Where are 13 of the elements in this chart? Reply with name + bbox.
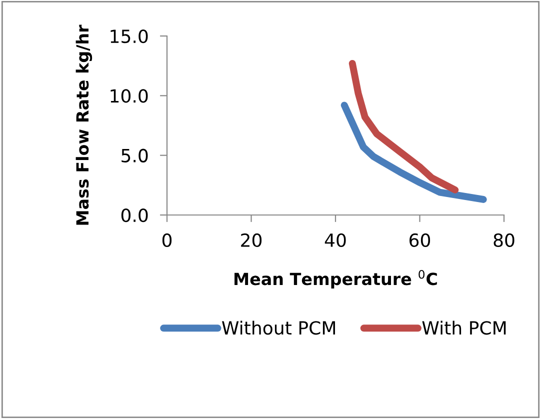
x-tick-label: 60	[410, 233, 430, 248]
legend-label: Without PCM	[222, 320, 335, 335]
y-tick-label: 10.0	[110, 89, 148, 103]
x-tick-label: 80	[494, 233, 514, 248]
legend-label: With PCM	[422, 320, 506, 335]
y-tick-label: 0.0	[121, 208, 148, 222]
x-axis-title: Mean Temperature $^{0}$C	[234, 270, 437, 288]
y-tick-label: 5.0	[122, 148, 148, 162]
y-tick-label: 15.0	[110, 29, 148, 44]
x-tick-label: 20	[241, 233, 262, 248]
x-tick-label: 0	[162, 233, 172, 248]
x-tick-label: 40	[324, 233, 346, 248]
y-axis-title: Mass Flow Rate kg/hr	[76, 24, 92, 225]
